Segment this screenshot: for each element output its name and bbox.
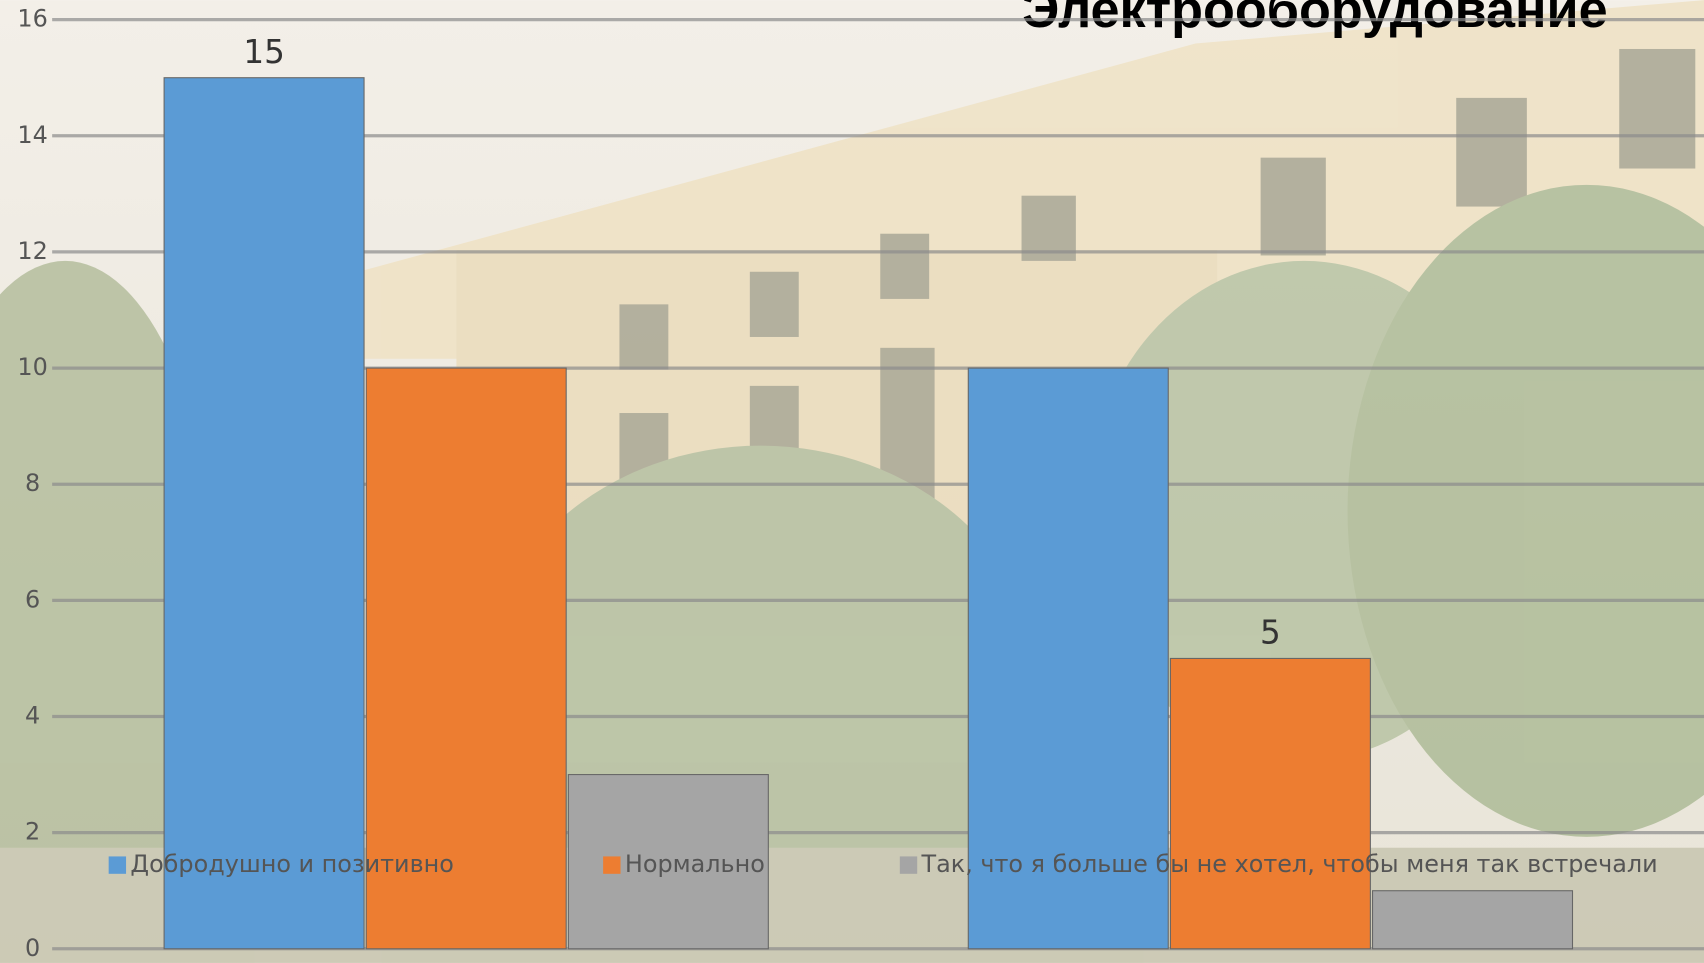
bar bbox=[1372, 890, 1574, 950]
y-tick-label: 4 bbox=[25, 702, 40, 730]
y-tick-label: 12 bbox=[17, 237, 47, 265]
y-tick-label: 2 bbox=[25, 818, 40, 846]
legend-swatch bbox=[899, 856, 918, 874]
bar bbox=[567, 774, 769, 950]
bar bbox=[365, 367, 567, 950]
bar bbox=[163, 77, 365, 950]
y-tick-label: 6 bbox=[25, 585, 40, 613]
legend-label: Так, что я больше бы не хотел, чтобы мен… bbox=[921, 850, 1658, 878]
legend-swatch bbox=[603, 856, 621, 874]
y-tick-label: 16 bbox=[17, 5, 47, 33]
legend-swatch bbox=[108, 856, 127, 874]
y-tick-label: 14 bbox=[17, 121, 47, 149]
legend-label: Нормально bbox=[625, 850, 765, 878]
data-label: 15 bbox=[243, 33, 284, 71]
y-tick-label: 8 bbox=[25, 469, 40, 497]
data-label: 5 bbox=[1260, 614, 1281, 652]
bar bbox=[1169, 657, 1371, 950]
bar bbox=[967, 367, 1169, 950]
legend-label: Добродушно и позитивно bbox=[130, 850, 454, 878]
y-tick-label: 0 bbox=[25, 934, 40, 962]
y-tick-label: 10 bbox=[17, 353, 47, 381]
